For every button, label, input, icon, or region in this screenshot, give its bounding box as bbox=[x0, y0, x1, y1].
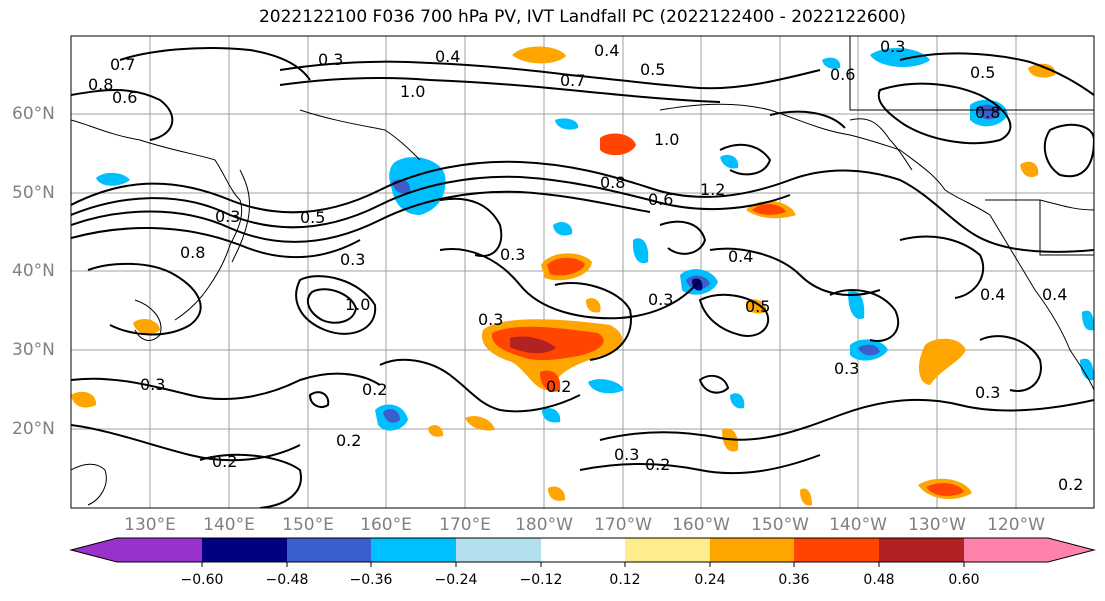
contour-label: 1.2 bbox=[700, 180, 725, 199]
pv-contours bbox=[71, 47, 1094, 508]
contour-label: 0.5 bbox=[640, 60, 665, 79]
map-title: 2022122100 F036 700 hPa PV, IVT Landfall… bbox=[258, 7, 906, 27]
colorbar-segment bbox=[202, 538, 287, 562]
lon-label: 160°W bbox=[672, 515, 730, 535]
contour-label: 0.3 bbox=[340, 250, 365, 269]
lon-label: 150°W bbox=[751, 515, 809, 535]
colorbar-segment bbox=[794, 538, 879, 562]
colorbar-tick-label: −0.36 bbox=[349, 572, 393, 588]
lon-label: 180°W bbox=[515, 515, 573, 535]
contour-label: 0.3 bbox=[500, 245, 525, 264]
contour-label: 0.7 bbox=[560, 71, 585, 90]
contour-label: 0.8 bbox=[88, 75, 113, 94]
map-frame bbox=[70, 35, 1095, 509]
contour-label: 0.4 bbox=[728, 247, 753, 266]
contour-label: 0.3 bbox=[140, 375, 165, 394]
colorbar bbox=[69, 537, 1096, 567]
contour-label: 0.2 bbox=[1058, 475, 1083, 494]
contour-label: 0.2 bbox=[362, 380, 387, 399]
contour-label: 0.2 bbox=[336, 431, 361, 450]
contour-label: 0.3 bbox=[648, 290, 673, 309]
colorbar-segment bbox=[710, 538, 794, 562]
lat-label: 20°N bbox=[12, 419, 55, 439]
lon-label: 170°E bbox=[439, 515, 491, 535]
contour-label: 0.6 bbox=[648, 190, 673, 209]
colorbar-tick-label: 0.36 bbox=[778, 572, 810, 588]
contour-label: 0.4 bbox=[980, 285, 1005, 304]
contour-label: 0.3 bbox=[975, 383, 1000, 402]
contour-label: 0.2 bbox=[212, 452, 237, 471]
contour-label: 0.5 bbox=[300, 208, 325, 227]
contour-label: 0.2 bbox=[645, 455, 670, 474]
contour-label: 0.3 bbox=[478, 310, 503, 329]
colorbar-segment bbox=[287, 538, 371, 562]
map-panel: 0.7 0.8 0.6 0.3 0.4 0.4 0.7 1.0 0.5 0.6 … bbox=[70, 35, 1095, 509]
lat-label: 60°N bbox=[12, 104, 55, 124]
contour-label: 0.4 bbox=[594, 41, 619, 60]
lat-label: 50°N bbox=[12, 183, 55, 203]
contour-label: 0.2 bbox=[546, 377, 571, 396]
colorbar-tick-label: 0.24 bbox=[694, 572, 726, 588]
lon-label: 170°W bbox=[594, 515, 652, 535]
lat-label: 30°N bbox=[12, 340, 55, 360]
lon-label: 140°E bbox=[203, 515, 255, 535]
colorbar-tick-label: −0.24 bbox=[434, 572, 478, 588]
lat-label: 40°N bbox=[12, 261, 55, 281]
contour-label: 0.4 bbox=[435, 47, 460, 66]
lon-label: 120°W bbox=[987, 515, 1045, 535]
contour-label: 1.0 bbox=[400, 82, 425, 101]
contour-label: 0.6 bbox=[112, 88, 137, 107]
contour-label: 1.0 bbox=[654, 130, 679, 149]
colorbar-segment bbox=[541, 538, 625, 562]
colorbar-tick-label: 0.60 bbox=[948, 572, 980, 588]
contour-label: 0.3 bbox=[880, 37, 905, 56]
contour-label: 0.3 bbox=[614, 445, 639, 464]
colorbar-tick-label: −0.12 bbox=[519, 572, 563, 588]
colorbar-tick-label: 0.12 bbox=[609, 572, 641, 588]
contour-label: 0.8 bbox=[180, 243, 205, 262]
colorbar-segment bbox=[625, 538, 710, 562]
contour-label: 0.3 bbox=[834, 359, 859, 378]
contour-label: 0.8 bbox=[975, 103, 1000, 122]
contour-label: 0.3 bbox=[215, 207, 240, 226]
contour-label: 0.3 bbox=[318, 50, 343, 69]
lon-label: 160°E bbox=[360, 515, 412, 535]
contour-label: 0.7 bbox=[110, 55, 135, 74]
lon-label: 150°E bbox=[282, 515, 334, 535]
colorbar-segment bbox=[456, 538, 541, 562]
colorbar-tick-label: −0.48 bbox=[265, 572, 309, 588]
colorbar-segment bbox=[879, 538, 964, 562]
contour-labels: 0.7 0.8 0.6 0.3 0.4 0.4 0.7 1.0 0.5 0.6 … bbox=[88, 37, 1083, 494]
colorbar-tick-label: 0.48 bbox=[863, 572, 895, 588]
contour-label: 1.0 bbox=[345, 295, 370, 314]
contour-label: 0.5 bbox=[745, 297, 770, 316]
colorbar-outline bbox=[69, 537, 1096, 563]
contour-label: 0.6 bbox=[830, 65, 855, 84]
lon-label: 130°W bbox=[908, 515, 966, 535]
lon-label: 140°W bbox=[829, 515, 887, 535]
colorbar-tick-label: −0.60 bbox=[180, 572, 224, 588]
colorbar-segment bbox=[964, 538, 1094, 562]
contour-label: 0.4 bbox=[1042, 285, 1067, 304]
colorbar-segment bbox=[371, 538, 456, 562]
contour-label: 0.8 bbox=[600, 173, 625, 192]
lon-label: 130°E bbox=[124, 515, 176, 535]
contour-label: 0.5 bbox=[970, 63, 995, 82]
colorbar-segment bbox=[71, 538, 202, 562]
